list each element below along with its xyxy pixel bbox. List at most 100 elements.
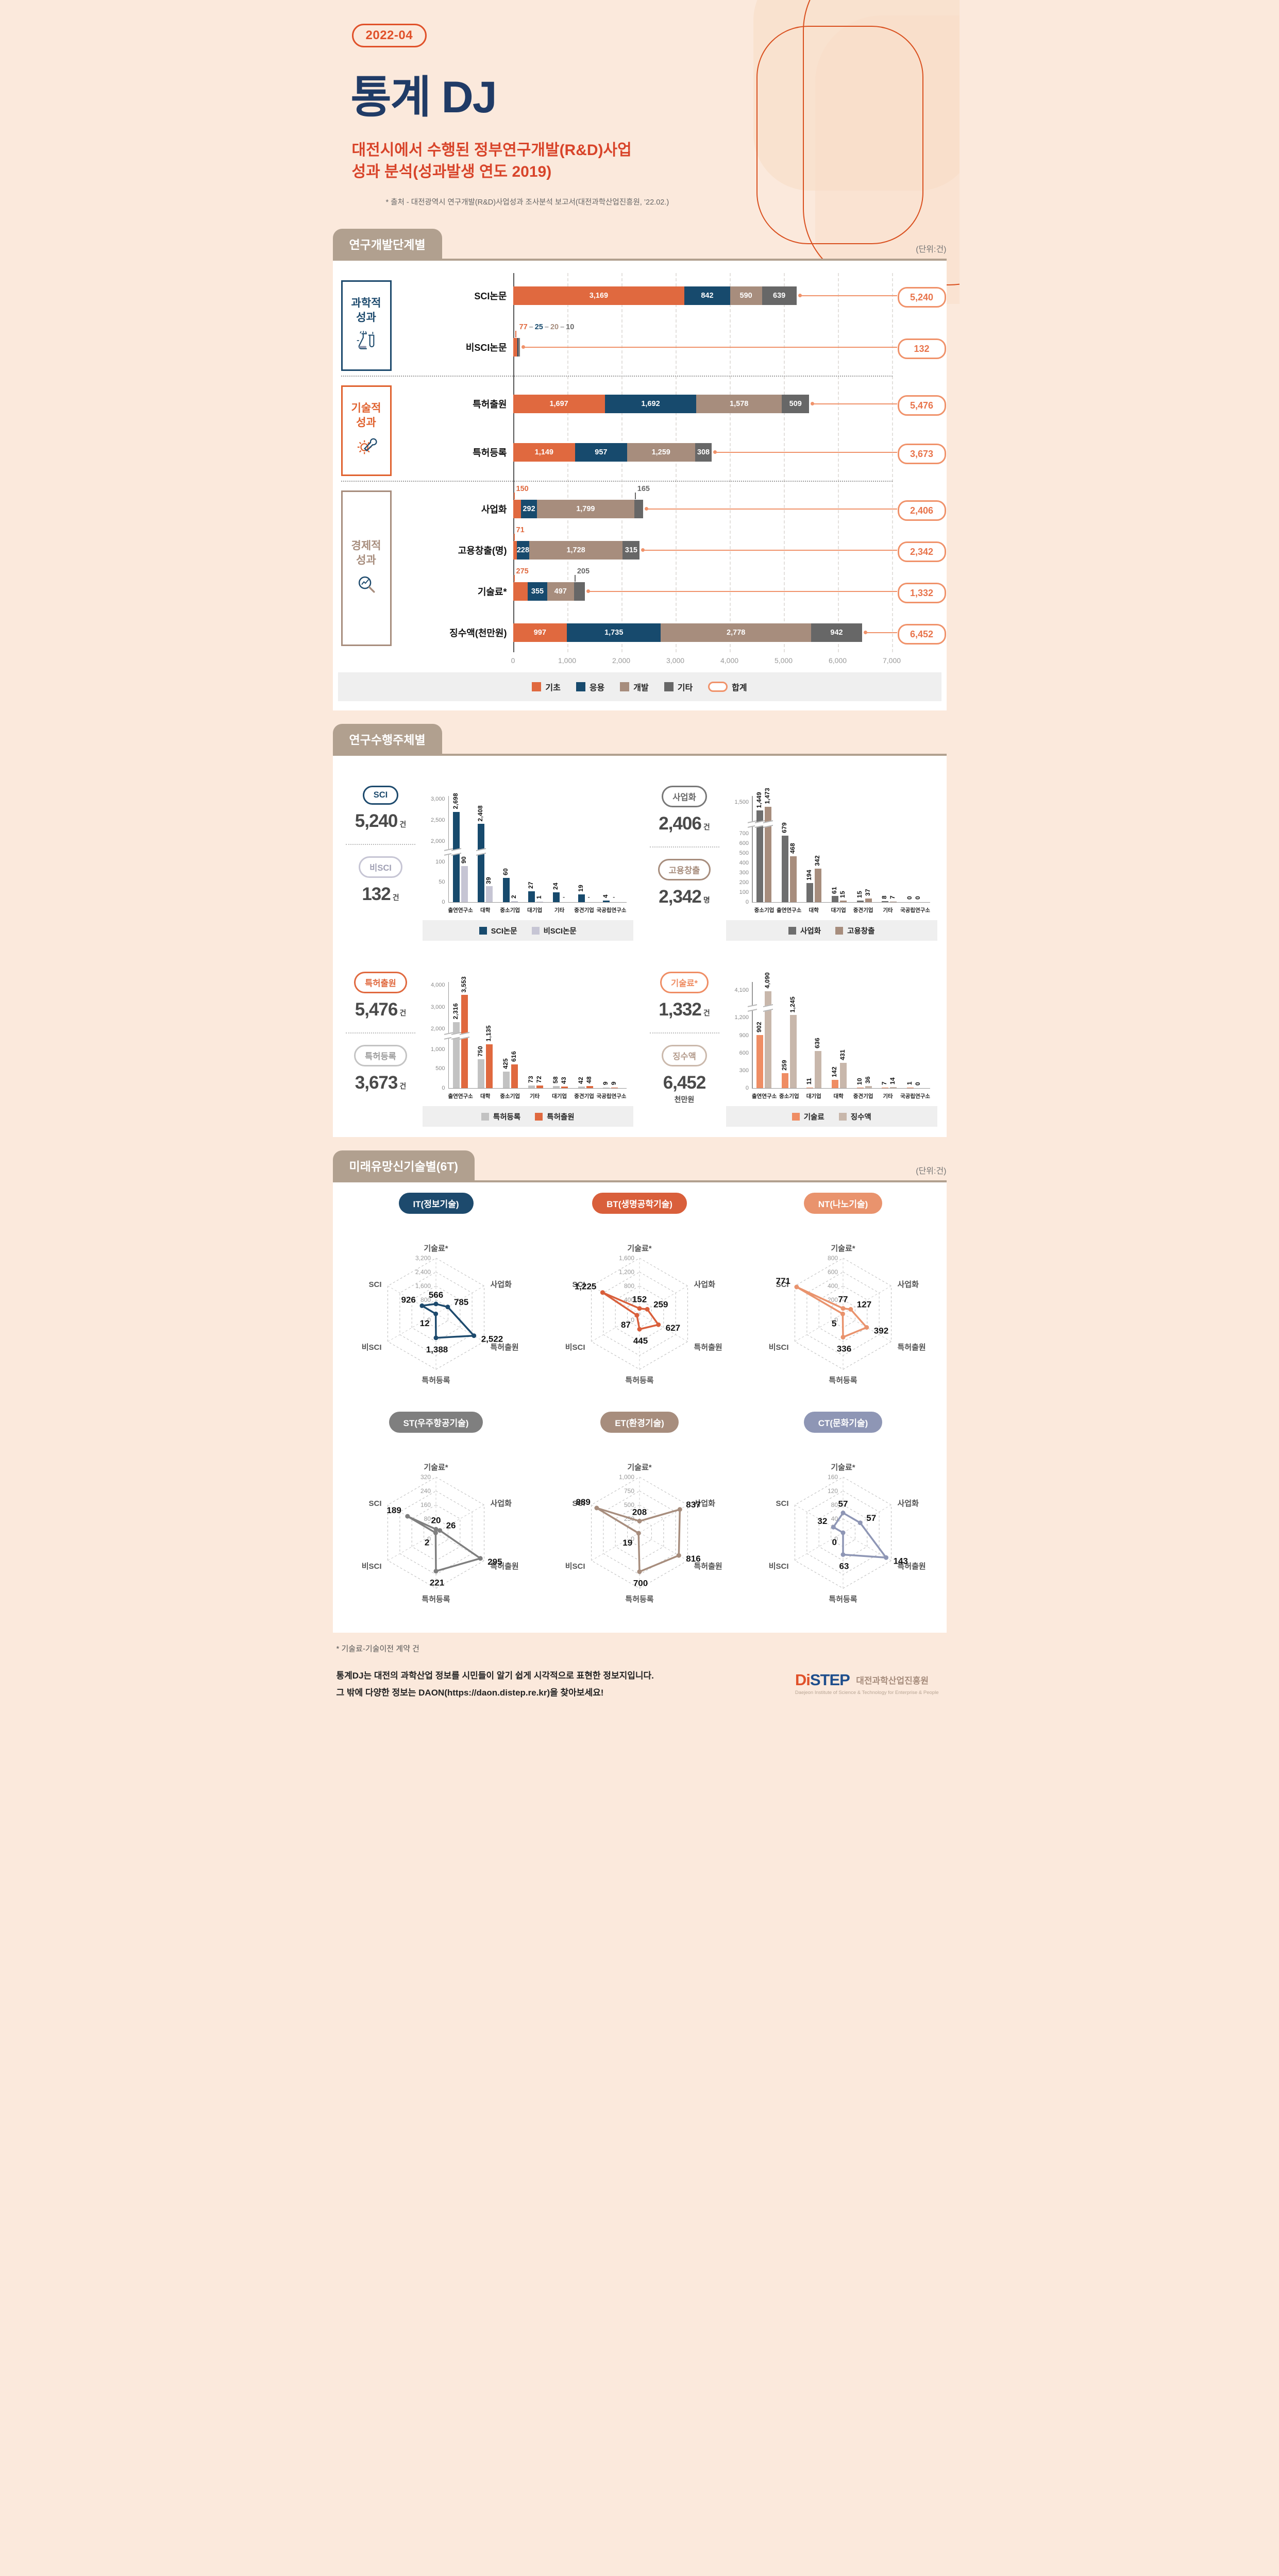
section-header: 연구수행주체별 bbox=[332, 724, 947, 756]
bar-value: 1,135 bbox=[485, 1025, 493, 1042]
page-title: 통계 DJ bbox=[350, 73, 497, 122]
callout-line bbox=[588, 591, 898, 592]
footer-line1: 통계DJ는 대전의 과학산업 정보를 시민들이 알기 쉽게 시각적으로 표현한 … bbox=[336, 1671, 654, 1681]
gridline bbox=[675, 273, 677, 652]
bar-value: 431 bbox=[839, 1049, 846, 1060]
svg-text:566: 566 bbox=[429, 1290, 443, 1300]
bar-value: 509 bbox=[789, 400, 802, 408]
bar-segment: 315 bbox=[622, 541, 640, 560]
page-subtitle: 대전시에서 수행된 정부연구개발(R&D)사업 성과 분석(성과발생 연도 20… bbox=[352, 140, 960, 183]
bar-segment bbox=[513, 338, 517, 357]
callout-dot bbox=[811, 402, 815, 405]
subtitle-line2: 성과 분석(성과발생 연도 2019) bbox=[351, 163, 552, 180]
summary-pill: 사업화 bbox=[662, 786, 707, 807]
bar bbox=[502, 878, 510, 902]
bar-value: 342 bbox=[814, 855, 821, 867]
bar-segment: 1,578 bbox=[696, 395, 782, 413]
bar bbox=[882, 901, 889, 902]
svg-text:비SCI: 비SCI bbox=[769, 1343, 789, 1352]
summary-pill: 기술료* bbox=[660, 972, 709, 993]
bar-segment: 292 bbox=[521, 500, 537, 518]
summary-unit: 천만원 bbox=[674, 1095, 695, 1104]
svg-text:80: 80 bbox=[831, 1501, 838, 1509]
legend-item: 개발 bbox=[620, 681, 649, 693]
page-header: 2022-04 통계 DJ 대전시에서 수행된 정부연구개발(R&D)사업 성과… bbox=[320, 0, 960, 304]
distep-logo: DiSTEP 대전과학산업진흥원 Daejeon Institute of Sc… bbox=[795, 1671, 939, 1696]
axis-tick-label: 3,000 bbox=[666, 656, 685, 665]
bar bbox=[578, 894, 585, 902]
svg-text:특허등록: 특허등록 bbox=[422, 1376, 450, 1385]
summary-unit: 건 bbox=[399, 820, 407, 828]
summary-unit: 건 bbox=[399, 1082, 407, 1090]
y-tick-label: 200 bbox=[739, 879, 749, 886]
svg-text:889: 889 bbox=[576, 1497, 591, 1507]
y-tick-label: 500 bbox=[739, 850, 749, 857]
bar-value: 590 bbox=[739, 292, 752, 300]
segment-callout: 165 bbox=[637, 485, 650, 493]
performer-chart-royalty-collection-by-performer: 기술료* 1,332 건 징수액 6,452 천만원 0 300 600 900 1,200 4,10… bbox=[646, 954, 937, 1127]
svg-text:사업화: 사업화 bbox=[491, 1280, 512, 1289]
callout-line bbox=[799, 295, 898, 296]
bar bbox=[586, 1086, 593, 1088]
svg-text:80: 80 bbox=[424, 1515, 431, 1522]
bar-value: 90 bbox=[460, 856, 467, 863]
bar bbox=[578, 1086, 585, 1088]
svg-text:750: 750 bbox=[624, 1487, 634, 1495]
bar-value: 1,473 bbox=[764, 788, 771, 804]
bar-segment: 1,149 bbox=[513, 443, 576, 462]
gridline bbox=[567, 273, 568, 652]
x-axis-line bbox=[752, 1088, 930, 1089]
bar-value: 2,698 bbox=[451, 793, 459, 809]
svg-text:특허등록: 특허등록 bbox=[829, 1595, 857, 1604]
svg-text:0: 0 bbox=[427, 1316, 431, 1324]
y-tick-label: 1,500 bbox=[734, 799, 749, 806]
y-tick-label: 600 bbox=[739, 1049, 749, 1056]
plot: 0 100 200 300 400 500 600 700 1,500 1,449 1,473 679… bbox=[726, 788, 930, 905]
svg-text:기술료*: 기술료* bbox=[831, 1244, 855, 1253]
legend-swatch bbox=[792, 1112, 800, 1121]
bar-value: 679 bbox=[780, 822, 788, 834]
svg-text:SCI: SCI bbox=[776, 1280, 788, 1289]
radar-chart-radar-et: ET(환경기술) 0 250 500 750 1,000 기술료* 사업화 특허출원 특허등록 비S… bbox=[538, 1412, 741, 1630]
svg-text:1,388: 1,388 bbox=[426, 1345, 448, 1354]
legend-swatch bbox=[531, 926, 540, 935]
bar-segment: 1,692 bbox=[604, 395, 697, 413]
section-panel: 0 1,000 2,000 3,000 4,000 5,000 6,000 7,000 과학적 성… bbox=[332, 261, 947, 710]
legend-swatch bbox=[620, 682, 630, 691]
chart-plot-area: 0 300 600 900 1,200 4,100 902 4,090 259 1,245 11 63… bbox=[726, 954, 937, 1127]
svg-text:160: 160 bbox=[420, 1501, 431, 1509]
segment-callout-line bbox=[574, 575, 576, 582]
bar-segment bbox=[519, 338, 520, 357]
svg-text:57: 57 bbox=[838, 1499, 848, 1509]
bar-value: 1,578 bbox=[730, 400, 749, 408]
segment-callout: 150 bbox=[516, 485, 529, 493]
bar-value: 315 bbox=[625, 546, 637, 554]
bar-value: 292 bbox=[523, 505, 535, 513]
axis-tick-label: 4,000 bbox=[720, 656, 739, 665]
section-6t: 미래유망신기술별(6T) (단위:건) IT(정보기술) 0 800 1,600 2,4… bbox=[332, 1150, 947, 1633]
svg-text:사업화: 사업화 bbox=[898, 1280, 919, 1289]
svg-text:800: 800 bbox=[624, 1282, 634, 1290]
performer-chart-commercialization-employment-by-performer: 사업화 2,406 건 고용창출 2,342 명 0 100 200 300 400 500 600 70… bbox=[646, 768, 937, 941]
bar bbox=[561, 1086, 568, 1088]
summary-divider bbox=[346, 1032, 415, 1033]
y-tick-label: 600 bbox=[739, 840, 749, 847]
bar-value: 9 bbox=[610, 1081, 618, 1085]
deco-rounded-square-outline bbox=[756, 26, 923, 244]
row-label: 고용창출(명) bbox=[458, 546, 507, 556]
svg-text:비SCI: 비SCI bbox=[769, 1562, 789, 1571]
svg-text:기술료*: 기술료* bbox=[627, 1463, 651, 1472]
bar-value: 1,735 bbox=[604, 629, 624, 637]
svg-text:600: 600 bbox=[828, 1268, 838, 1276]
bar bbox=[815, 869, 822, 902]
svg-text:1,600: 1,600 bbox=[619, 1255, 634, 1262]
svg-text:240: 240 bbox=[420, 1487, 431, 1495]
category-labels: 출연연구소 대학 중소기업 기타 대기업 중견기업 국공립연구소 bbox=[448, 1093, 627, 1099]
group-box: 경제적 성과 bbox=[341, 490, 392, 646]
category-labels: 출연연구소 중소기업 대기업 대학 중견기업 기타 국공립연구소 bbox=[752, 1093, 930, 1099]
svg-text:1,000: 1,000 bbox=[619, 1473, 634, 1481]
gridline bbox=[891, 273, 893, 652]
segment-callout: 205 bbox=[577, 567, 590, 575]
summary-unit: 건 bbox=[399, 1009, 407, 1017]
y-tick-label: 300 bbox=[739, 870, 749, 876]
